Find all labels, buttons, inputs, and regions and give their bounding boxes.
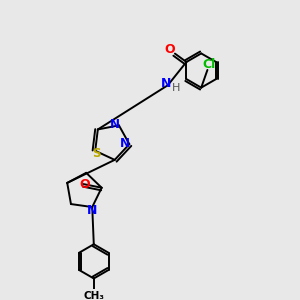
- Text: CH₃: CH₃: [83, 290, 104, 300]
- Text: N: N: [87, 204, 98, 217]
- Text: Cl: Cl: [202, 58, 216, 71]
- Text: N: N: [110, 118, 120, 131]
- Text: O: O: [164, 43, 175, 56]
- Text: O: O: [80, 178, 90, 191]
- Text: H: H: [172, 83, 181, 93]
- Text: S: S: [92, 147, 101, 160]
- Text: N: N: [120, 137, 130, 150]
- Text: N: N: [161, 77, 171, 90]
